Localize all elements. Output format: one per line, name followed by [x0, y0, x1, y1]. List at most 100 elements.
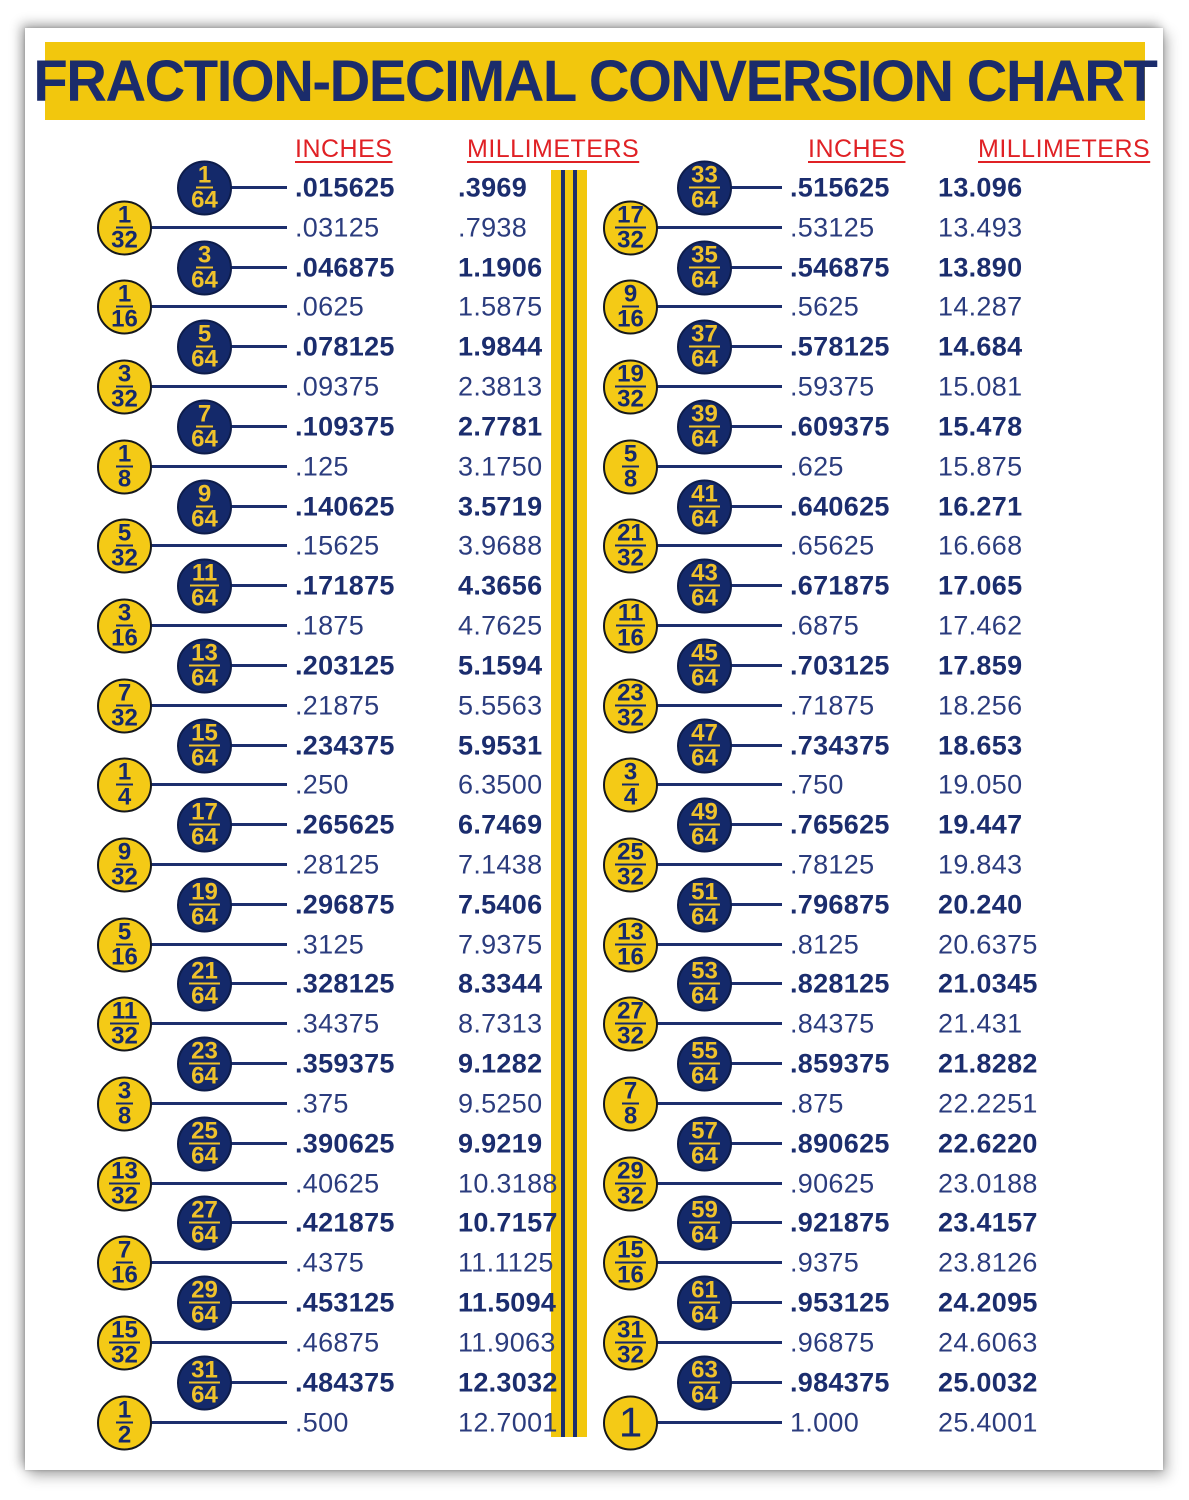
- fraction-numerator: 39: [689, 400, 720, 428]
- fraction-badge: 1 64: [177, 160, 232, 216]
- millimeters-value: 25.0032: [938, 1367, 1038, 1398]
- millimeters-header: MILLIMETERS: [978, 135, 1151, 163]
- fraction-badge: 23 64: [177, 1036, 232, 1092]
- fraction-denominator: 32: [617, 1182, 644, 1210]
- fraction-numerator: 13: [109, 1157, 140, 1185]
- fraction-badge: 51 64: [677, 877, 732, 933]
- page-title: FRACTION-DECIMAL CONVERSION CHART: [33, 48, 1157, 114]
- inches-value: .71875: [790, 690, 875, 721]
- fraction-badge: 9 16: [603, 279, 658, 335]
- conversion-row: 1 8 .125 3.1750: [70, 439, 575, 495]
- fraction-badge: 11 16: [603, 598, 658, 654]
- inches-value: .578125: [790, 331, 890, 362]
- millimeters-value: 15.478: [938, 411, 1023, 442]
- inches-value: .40625: [295, 1168, 380, 1199]
- fraction-numerator: 15: [109, 1316, 140, 1344]
- millimeters-value: 10.7157: [458, 1207, 558, 1238]
- connector-line: [707, 265, 782, 269]
- fraction-denominator: 16: [111, 943, 138, 971]
- fraction-badge: 7 16: [97, 1235, 152, 1291]
- fraction-badge: 31 32: [603, 1315, 658, 1371]
- conversion-row: 7 16 .4375 11.1125: [70, 1235, 575, 1291]
- center-divider-stripe: [551, 170, 587, 1437]
- fraction-denominator: 32: [617, 385, 644, 413]
- fraction-denominator: 64: [691, 1221, 718, 1249]
- millimeters-value: 15.875: [938, 451, 1023, 482]
- fraction-denominator: 4: [117, 783, 132, 811]
- connector-line: [707, 185, 782, 189]
- inches-value: .4375: [295, 1247, 365, 1278]
- connector-line: [127, 783, 287, 787]
- fraction-badge: 7 32: [97, 678, 152, 734]
- inches-value: .515625: [790, 172, 890, 203]
- fraction-badge: 25 64: [177, 1116, 232, 1172]
- millimeters-value: 9.5250: [458, 1088, 543, 1119]
- conversion-chart-poster: FRACTION-DECIMAL CONVERSION CHART INCHES…: [25, 28, 1163, 1470]
- fraction-denominator: 64: [191, 1062, 218, 1090]
- fraction-denominator: 64: [191, 1381, 218, 1409]
- inches-value: .34375: [295, 1008, 380, 1039]
- conversion-row: 3 8 .375 9.5250: [70, 1076, 575, 1132]
- millimeters-value: 8.7313: [458, 1008, 543, 1039]
- connector-line: [707, 982, 782, 986]
- millimeters-value: 4.3656: [458, 570, 543, 601]
- conversion-row: 1 16 .0625 1.5875: [70, 279, 575, 335]
- conversion-row: 39 64 .609375 15.478: [580, 399, 1155, 455]
- fraction-denominator: 64: [691, 584, 718, 612]
- fraction-numerator: 3: [115, 599, 134, 627]
- fraction-numerator: 19: [615, 360, 646, 388]
- inches-value: .875: [790, 1088, 844, 1119]
- conversion-row: 31 64 .484375 12.3032: [70, 1355, 575, 1411]
- connector-line: [207, 663, 287, 667]
- fraction-badge: 3 64: [177, 240, 232, 296]
- conversion-row: 45 64 .703125 17.859: [580, 638, 1155, 694]
- title-banner: FRACTION-DECIMAL CONVERSION CHART: [33, 42, 1158, 120]
- fraction-denominator: 32: [111, 1341, 138, 1369]
- millimeters-value: .7938: [458, 212, 528, 243]
- fraction-badge: 29 64: [177, 1275, 232, 1331]
- connector-line: [127, 942, 287, 946]
- fraction-denominator: 64: [691, 345, 718, 373]
- millimeters-value: 12.7001: [458, 1407, 558, 1438]
- millimeters-value: 13.493: [938, 212, 1023, 243]
- fraction-numerator: 27: [615, 997, 646, 1025]
- connector-line: [633, 1181, 782, 1185]
- conversion-row: 41 64 .640625 16.271: [580, 479, 1155, 535]
- fraction-denominator: 64: [191, 505, 218, 533]
- inches-value: .53125: [790, 212, 875, 243]
- millimeters-value: 14.287: [938, 291, 1023, 322]
- fraction-denominator: 32: [111, 704, 138, 732]
- fraction-badge: 3 32: [97, 359, 152, 415]
- fraction-badge: 7 64: [177, 399, 232, 455]
- fraction-badge: 59 64: [677, 1195, 732, 1251]
- conversion-row: 23 32 .71875 18.256: [580, 678, 1155, 734]
- fraction-numerator: 59: [689, 1196, 720, 1224]
- fraction-denominator: 64: [691, 266, 718, 294]
- conversion-row: 27 64 .421875 10.7157: [70, 1195, 575, 1251]
- inches-value: .6875: [790, 610, 860, 641]
- conversion-row: 5 16 .3125 7.9375: [70, 917, 575, 973]
- fraction-badge: 55 64: [677, 1036, 732, 1092]
- fraction-badge: 1 16: [97, 279, 152, 335]
- fraction-badge: 23 32: [603, 678, 658, 734]
- fraction-denominator: 16: [617, 1261, 644, 1289]
- millimeters-value: 9.1282: [458, 1048, 543, 1079]
- connector-line: [127, 624, 287, 628]
- fraction-denominator: 64: [191, 584, 218, 612]
- fraction-denominator: 64: [691, 982, 718, 1010]
- millimeters-value: 13.096: [938, 172, 1023, 203]
- connector-line: [127, 703, 287, 707]
- millimeters-value: 17.065: [938, 570, 1023, 601]
- conversion-row: 17 32 .53125 13.493: [580, 200, 1155, 256]
- fraction-denominator: 64: [691, 1142, 718, 1170]
- conversion-row: 15 32 .46875 11.9063: [70, 1315, 575, 1371]
- millimeters-value: 23.4157: [938, 1207, 1038, 1238]
- fraction-numerator: 1: [115, 280, 134, 308]
- conversion-row: 51 64 .796875 20.240: [580, 877, 1155, 933]
- conversion-row: 9 32 .28125 7.1438: [70, 837, 575, 893]
- inches-value: .59375: [790, 371, 875, 402]
- connector-line: [127, 1420, 287, 1424]
